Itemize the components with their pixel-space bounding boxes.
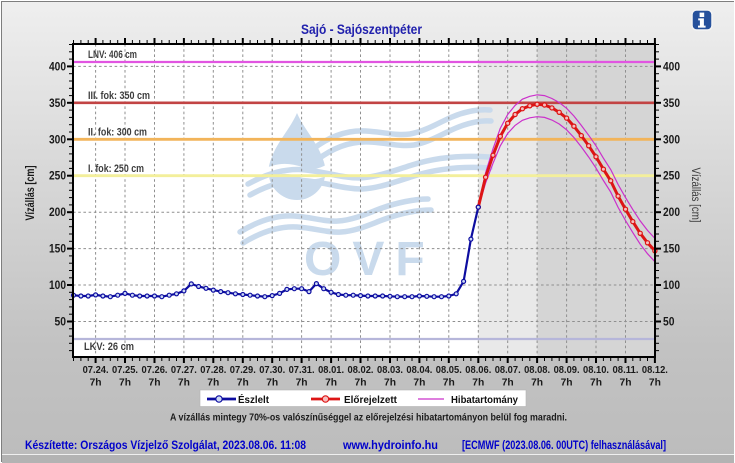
svg-text:Észlelt: Észlelt — [238, 393, 269, 406]
svg-text:07.26.: 07.26. — [142, 364, 168, 376]
svg-text:7h: 7h — [237, 377, 249, 389]
svg-text:300: 300 — [49, 132, 66, 146]
svg-text:II. fok: 300 cm: II. fok: 300 cm — [88, 127, 147, 139]
svg-text:OVF: OVF — [304, 233, 436, 286]
svg-text:08.02.: 08.02. — [348, 364, 374, 376]
svg-text:Előrejelzett: Előrejelzett — [344, 394, 397, 406]
svg-text:08.07.: 08.07. — [495, 364, 521, 376]
svg-text:07.27.: 07.27. — [171, 364, 197, 376]
svg-text:08.09.: 08.09. — [554, 364, 580, 376]
svg-text:7h: 7h — [90, 377, 102, 389]
svg-text:250: 250 — [49, 169, 66, 183]
svg-text:7h: 7h — [620, 377, 632, 389]
svg-text:08.03.: 08.03. — [377, 364, 403, 376]
svg-text:07.29.: 07.29. — [230, 364, 256, 376]
svg-text:7h: 7h — [325, 377, 337, 389]
svg-text:100: 100 — [49, 278, 66, 292]
svg-text:7h: 7h — [149, 377, 161, 389]
svg-text:7h: 7h — [296, 377, 308, 389]
svg-text:08.12.: 08.12. — [642, 364, 668, 376]
svg-text:400: 400 — [49, 59, 66, 73]
svg-text:III. fok: 350 cm: III. fok: 350 cm — [88, 90, 150, 102]
svg-text:LNV: 406 cm: LNV: 406 cm — [88, 49, 137, 61]
svg-text:08.05.: 08.05. — [436, 364, 462, 376]
svg-text:150: 150 — [663, 242, 680, 256]
svg-text:[ECMWF (2023.08.06. 00UTC) fel: [ECMWF (2023.08.06. 00UTC) felhasználásá… — [462, 440, 666, 452]
svg-text:50: 50 — [55, 315, 67, 329]
svg-text:7h: 7h — [413, 377, 425, 389]
svg-text:400: 400 — [663, 59, 680, 73]
svg-text:Sajó - Sajószentpéter: Sajó - Sajószentpéter — [301, 22, 423, 37]
svg-text:08.10.: 08.10. — [583, 364, 609, 376]
svg-text:08.01.: 08.01. — [318, 364, 344, 376]
svg-text:08.06.: 08.06. — [465, 364, 491, 376]
svg-text:7h: 7h — [590, 377, 602, 389]
svg-text:07.30.: 07.30. — [259, 364, 285, 376]
svg-text:50: 50 — [663, 315, 675, 329]
svg-text:300: 300 — [663, 132, 680, 146]
svg-text:7h: 7h — [502, 377, 514, 389]
svg-text:7h: 7h — [472, 377, 484, 389]
svg-text:100: 100 — [663, 278, 680, 292]
svg-text:350: 350 — [663, 96, 680, 110]
svg-text:7h: 7h — [178, 377, 190, 389]
svg-text:7h: 7h — [355, 377, 367, 389]
svg-text:7h: 7h — [207, 377, 219, 389]
svg-text:350: 350 — [49, 96, 66, 110]
svg-text:200: 200 — [663, 205, 680, 219]
svg-text:Vízállás [cm]: Vízállás [cm] — [25, 165, 37, 220]
svg-text:07.25.: 07.25. — [112, 364, 138, 376]
svg-text:7h: 7h — [561, 377, 573, 389]
svg-text:7h: 7h — [119, 377, 131, 389]
svg-text:7h: 7h — [266, 377, 278, 389]
svg-text:08.04.: 08.04. — [406, 364, 432, 376]
svg-text:250: 250 — [663, 169, 680, 183]
svg-text:7h: 7h — [443, 377, 455, 389]
svg-text:150: 150 — [49, 242, 66, 256]
svg-text:Készítette: Országos Vízjelző: Készítette: Országos Vízjelző Szolgálat,… — [25, 440, 307, 452]
svg-text:08.08.: 08.08. — [524, 364, 550, 376]
svg-text:LKV: 26 cm: LKV: 26 cm — [84, 341, 134, 353]
svg-text:7h: 7h — [384, 377, 396, 389]
svg-text:www.hydroinfo.hu: www.hydroinfo.hu — [342, 440, 438, 452]
svg-text:7h: 7h — [649, 377, 661, 389]
svg-text:I. fok: 250 cm: I. fok: 250 cm — [88, 163, 144, 175]
svg-text:7h: 7h — [531, 377, 543, 389]
svg-text:Hibatartomány: Hibatartomány — [451, 394, 518, 406]
svg-text:200: 200 — [49, 205, 66, 219]
svg-text:07.28.: 07.28. — [200, 364, 226, 376]
svg-text:Vízállás [cm]: Vízállás [cm] — [689, 168, 701, 223]
svg-text:A vízállás mintegy 70%-os való: A vízállás mintegy 70%-os valószínűségge… — [170, 412, 567, 424]
svg-text:08.11.: 08.11. — [613, 364, 639, 376]
svg-text:07.31.: 07.31. — [289, 364, 315, 376]
svg-text:07.24.: 07.24. — [83, 364, 109, 376]
